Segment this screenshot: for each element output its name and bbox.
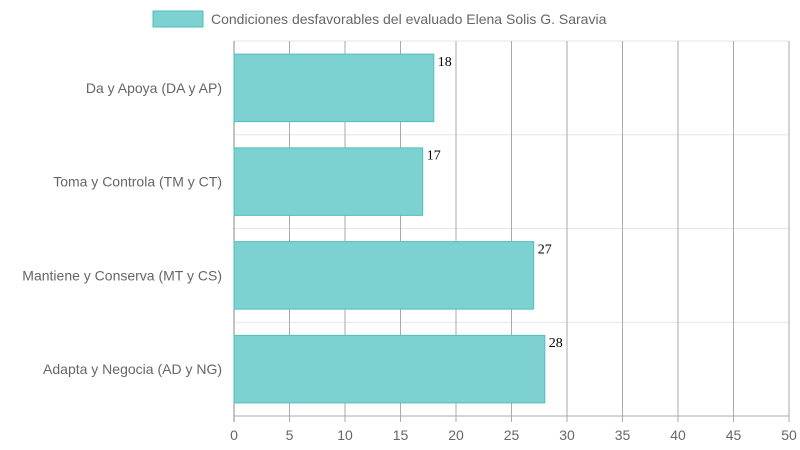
legend-label: Condiciones desfavorables del evaluado E… — [211, 11, 607, 27]
category-label: Toma y Controla (TM y CT) — [53, 174, 222, 190]
x-tick-label: 5 — [286, 427, 294, 443]
x-tick-label: 0 — [230, 427, 238, 443]
category-labels: Da y Apoya (DA y AP) Toma y Controla (TM … — [22, 80, 222, 377]
data-label: 28 — [549, 336, 563, 351]
category-label: Da y Apoya (DA y AP) — [86, 80, 222, 96]
legend-swatch — [152, 10, 204, 28]
x-tick-label: 10 — [337, 427, 353, 443]
bar[interactable] — [233, 241, 535, 310]
legend[interactable]: Condiciones desfavorables del evaluado E… — [152, 10, 607, 28]
category-label: Mantiene y Conserva (MT y CS) — [22, 267, 222, 283]
x-tick-label: 45 — [726, 427, 742, 443]
data-label: 27 — [538, 242, 552, 257]
x-tick-label: 40 — [670, 427, 686, 443]
data-label: 18 — [438, 55, 452, 70]
x-tick-label: 35 — [615, 427, 631, 443]
data-labels: 18 17 27 28 — [427, 55, 563, 351]
category-label: Adapta y Negocia (AD y NG) — [43, 361, 222, 377]
x-tick-label: 30 — [559, 427, 575, 443]
bar[interactable] — [233, 53, 435, 123]
x-tick-label: 20 — [448, 427, 464, 443]
x-tick-labels: 0 5 10 15 20 25 30 35 40 45 50 — [230, 427, 797, 443]
bar[interactable] — [233, 334, 546, 404]
bar[interactable] — [233, 147, 424, 216]
data-label: 17 — [427, 149, 441, 164]
x-tick-label: 25 — [504, 427, 520, 443]
x-tick-label: 15 — [393, 427, 409, 443]
x-tick-label: 50 — [781, 427, 797, 443]
bars — [233, 53, 546, 404]
